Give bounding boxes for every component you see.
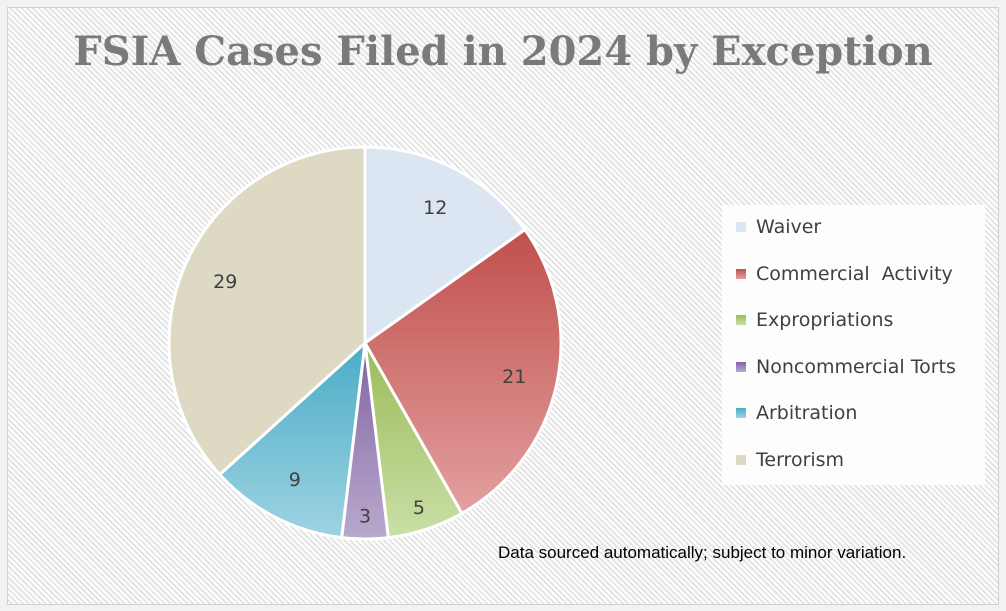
legend-swatch — [736, 268, 746, 279]
legend-label: Noncommercial Torts — [756, 355, 956, 378]
legend-label: Expropriations — [756, 309, 894, 331]
legend-item: Waiver — [736, 214, 821, 240]
legend-label: Arbitration — [756, 402, 858, 424]
pie-slice-waiver — [363, 145, 528, 346]
legend-item: Noncommercial Torts — [736, 354, 956, 380]
data-label: 3 — [359, 505, 371, 527]
pie-slice-terrorism — [167, 145, 367, 477]
legend-swatch — [736, 315, 746, 325]
data-label: 29 — [213, 271, 237, 293]
pie-slice-arbitration — [217, 339, 367, 540]
legend-swatch — [736, 454, 746, 465]
legend-swatch — [736, 408, 746, 418]
legend: Waiver Commercial Activity Expropriations N… — [722, 205, 985, 485]
legend-swatch — [736, 361, 746, 372]
pie-slice-commercial-activity — [363, 227, 563, 516]
legend-item: Commercial Activity — [736, 261, 953, 287]
legend-item: Terrorism — [736, 447, 844, 473]
data-note: Data sourced automatically; subject to m… — [498, 543, 907, 562]
legend-label: Waiver — [756, 216, 822, 238]
legend-label: Commercial Activity — [756, 262, 953, 285]
data-label: 9 — [289, 469, 301, 491]
legend-swatch — [736, 222, 746, 232]
legend-item: Expropriations — [736, 307, 893, 333]
legend-label: Terrorism — [756, 448, 845, 471]
legend-item: Arbitration — [736, 400, 857, 426]
data-label: 12 — [423, 197, 447, 219]
data-label: 5 — [413, 497, 425, 519]
data-label: 21 — [502, 366, 526, 388]
chart-title: FSIA Cases Filed in 2024 by Exception — [73, 28, 933, 75]
